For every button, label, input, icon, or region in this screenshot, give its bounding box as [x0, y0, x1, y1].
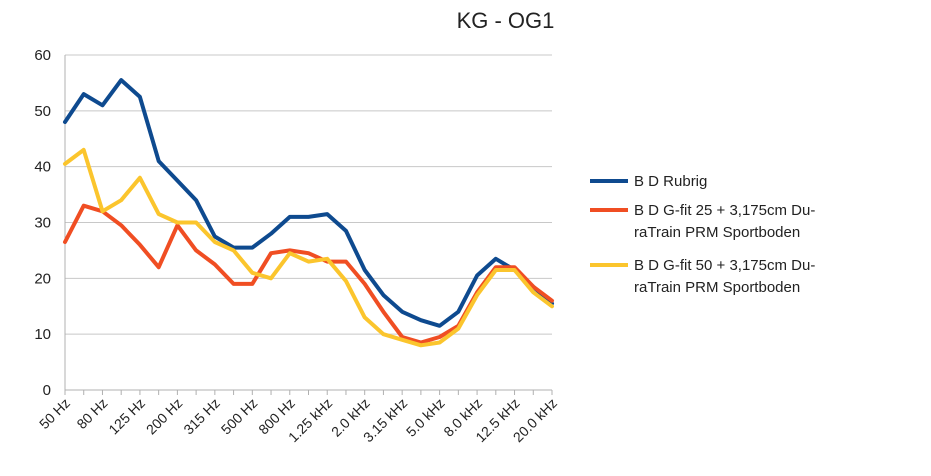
x-tick-label: 5.0 kHz	[403, 395, 448, 440]
y-tick-label: 60	[34, 47, 51, 64]
series-line-1	[63, 78, 554, 328]
x-tick-label: 200 Hz	[143, 395, 186, 438]
legend-label-3: B D G-fit 50 + 3,175cm Du-	[634, 257, 815, 274]
x-tick-label: 315 Hz	[180, 395, 223, 438]
legend-label-1: B D Rubrig	[634, 173, 707, 190]
series-line-3	[63, 147, 554, 348]
y-tick-label: 40	[34, 159, 51, 176]
legend-label-2-cont: raTrain PRM Sportboden	[634, 224, 800, 241]
legend-label-3-cont: raTrain PRM Sportboden	[634, 279, 800, 296]
y-tick-label: 50	[34, 103, 51, 120]
y-tick-label: 0	[43, 382, 51, 399]
y-tick-label: 20	[34, 270, 51, 287]
y-tick-label: 10	[34, 326, 51, 343]
y-tick-label: 30	[34, 215, 51, 232]
chart-title: KG - OG1	[456, 8, 555, 33]
x-tick-label: 500 Hz	[218, 395, 261, 438]
x-tick-label: 50 Hz	[36, 395, 73, 432]
legend-label-2: B D G-fit 25 + 3,175cm Du-	[634, 202, 815, 219]
x-tick-label: 125 Hz	[105, 395, 148, 438]
